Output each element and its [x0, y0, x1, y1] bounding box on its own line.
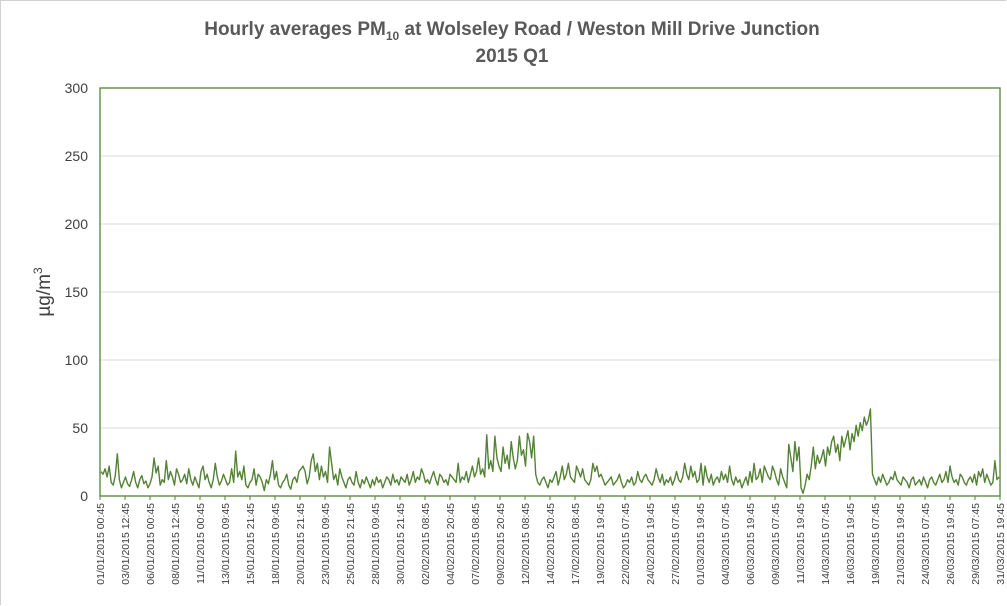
x-tick-label: 31/03/2015 19:45 [995, 503, 1007, 585]
x-tick-label: 18/01/2015 09:45 [270, 503, 282, 585]
x-tick-label: 06/03/2015 19:45 [745, 503, 757, 585]
x-tick-label: 27/02/2015 07:45 [670, 503, 682, 585]
x-tick-label: 06/01/2015 00:45 [145, 503, 157, 585]
x-tick-label: 17/02/2015 08:45 [570, 503, 582, 585]
x-tick-label: 01/03/2015 19:45 [695, 503, 707, 585]
y-tick-label: 300 [65, 80, 89, 96]
y-tick-label: 0 [80, 488, 88, 504]
y-tick-label: 50 [72, 420, 88, 436]
x-tick-label: 26/03/2015 19:45 [945, 503, 957, 585]
chart-subtitle: 2015 Q1 [476, 46, 549, 67]
plot-area-border [99, 87, 1001, 497]
x-tick-label: 07/02/2015 08:45 [470, 503, 482, 585]
y-tick-labels: 0 50 100 150 200 250 300 [65, 80, 89, 504]
x-tick-label: 14/02/2015 20:45 [545, 503, 557, 585]
y-tick-label: 100 [65, 352, 89, 368]
x-tick-label: 11/01/2015 00:45 [195, 503, 207, 584]
x-tick-label: 20/01/2015 21:45 [295, 503, 307, 585]
x-tick-label: 09/02/2015 20:45 [495, 503, 507, 585]
x-tick-label: 04/03/2015 07:45 [720, 503, 732, 585]
y-tick-label: 200 [65, 216, 89, 232]
x-tick-label: 23/01/2015 09:45 [320, 503, 332, 585]
series-line-pm10 [100, 408, 1000, 494]
x-tick-label: 24/03/2015 07:45 [920, 503, 932, 585]
x-tick-label: 02/02/2015 08:45 [420, 503, 432, 585]
x-tick-label: 25/01/2015 21:45 [345, 503, 357, 585]
x-tick-label: 19/02/2015 19:45 [595, 503, 607, 585]
x-tick-label: 15/01/2015 21:45 [245, 503, 257, 585]
y-tick-label: 150 [65, 284, 89, 300]
x-tick-label: 30/01/2015 21:45 [395, 503, 407, 585]
x-tick-labels: 01/01/2015 00:45 03/01/2015 12:45 06/01/20… [95, 496, 1007, 585]
x-tick-label: 16/03/2015 19:45 [845, 503, 857, 585]
x-tick-label: 03/01/2015 12:45 [120, 503, 132, 585]
x-tick-label: 14/03/2015 07:45 [820, 503, 832, 585]
x-tick-label: 13/01/2015 09:45 [220, 503, 232, 585]
x-tick-label: 22/02/2015 07:45 [620, 503, 632, 585]
y-axis-label: µg/m3 [31, 267, 55, 317]
x-tick-label: 12/02/2015 08:45 [520, 503, 532, 585]
x-tick-label: 19/03/2015 07:45 [870, 503, 882, 585]
x-tick-label: 01/01/2015 00:45 [95, 503, 107, 585]
x-tick-label: 24/02/2015 19:45 [645, 503, 657, 585]
x-tick-label: 09/03/2015 07:45 [770, 503, 782, 585]
chart-title: Hourly averages PM10 at Wolseley Road / … [204, 19, 820, 43]
x-tick-label: 29/03/2015 07:45 [970, 503, 982, 585]
x-tick-label: 21/03/2015 19:45 [895, 503, 907, 585]
x-tick-label: 11/03/2015 19:45 [795, 503, 807, 584]
x-tick-label: 28/01/2015 09:45 [370, 503, 382, 585]
x-tick-label: 08/01/2015 12:45 [170, 503, 182, 585]
y-tick-label: 250 [65, 148, 89, 164]
x-tick-label: 04/02/2015 20:45 [445, 503, 457, 585]
grid-lines [100, 155, 1000, 429]
